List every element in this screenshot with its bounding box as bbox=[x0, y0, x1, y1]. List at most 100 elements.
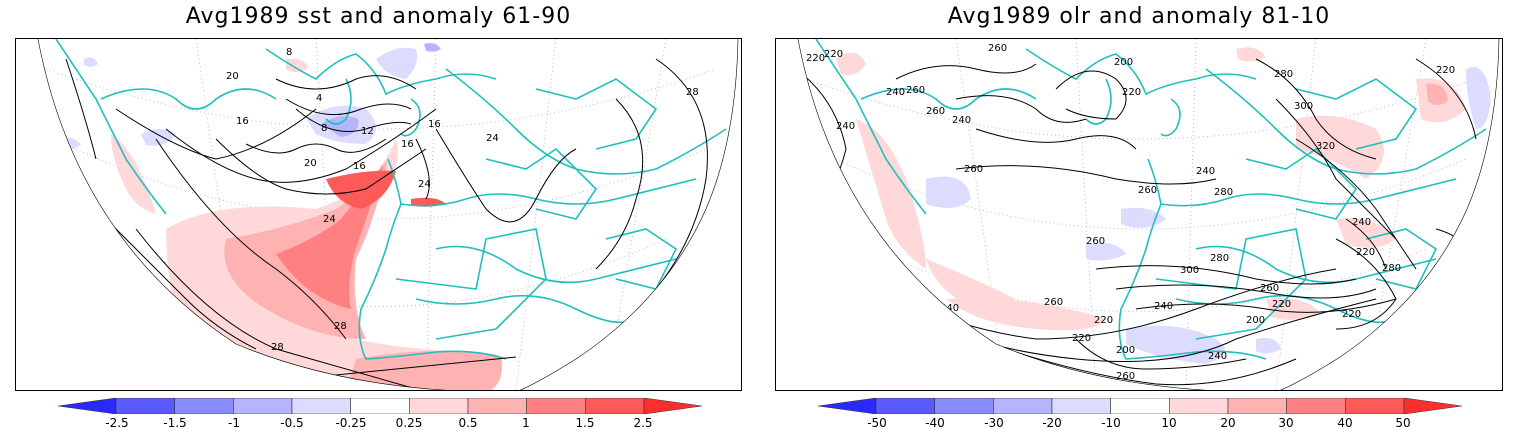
colorbar-swatch bbox=[934, 397, 994, 415]
olr-negative-anomalies bbox=[926, 67, 1491, 364]
olr-anomaly-map: 220 260 260 240 220 200 220 260 240 260 … bbox=[775, 38, 1503, 391]
hemisphere-edge-left bbox=[37, 39, 448, 390]
colorbar-swatch bbox=[817, 397, 877, 415]
coastlines bbox=[55, 39, 727, 360]
colorbar-label: -1 bbox=[228, 416, 240, 430]
contour-label: 280 bbox=[1382, 263, 1401, 274]
colorbar-swatch bbox=[291, 397, 351, 415]
colorbar-swatch bbox=[993, 397, 1053, 415]
colorbar-swatch bbox=[1227, 397, 1287, 415]
contour-label: 260 bbox=[1138, 185, 1157, 196]
contour-label: 28 bbox=[271, 342, 284, 353]
contour-label: 12 bbox=[361, 126, 374, 137]
contour-label: 260 bbox=[1116, 371, 1135, 382]
colorbar-label: -40 bbox=[925, 416, 945, 430]
colorbar-label: 1 bbox=[522, 416, 530, 430]
contour-label: 280 bbox=[1274, 69, 1293, 80]
hemisphere-edge-left bbox=[797, 39, 1208, 390]
outside-projection-mask-right bbox=[520, 39, 741, 390]
contour-label: 28 bbox=[334, 321, 347, 332]
sst-cold-anomalies bbox=[56, 43, 441, 151]
sst-map-canvas: 24 20 16 12 8 4 8 16 20 24 28 28 24 16 2… bbox=[16, 39, 741, 390]
contour-label: 240 bbox=[1208, 351, 1227, 362]
colorbar-swatch bbox=[1051, 397, 1111, 415]
colorbar-swatch bbox=[57, 397, 117, 415]
colorbar-label: 10 bbox=[1161, 416, 1177, 430]
contour-label: 28 bbox=[686, 87, 699, 98]
colorbar-swatch bbox=[1403, 397, 1463, 415]
contour-label: 240 bbox=[1352, 217, 1371, 228]
outside-projection-mask-right bbox=[1280, 39, 1502, 390]
colorbar-swatch bbox=[585, 397, 645, 415]
colorbar-label: 20 bbox=[1220, 416, 1236, 430]
contour-label: 240 bbox=[886, 87, 905, 98]
contour-label: 16 bbox=[353, 161, 366, 172]
contour-label: 200 bbox=[1246, 315, 1265, 326]
olr-colorbar bbox=[817, 397, 1463, 415]
colorbar-swatch bbox=[233, 397, 293, 415]
contour-label: 16 bbox=[428, 119, 441, 130]
contour-label: 320 bbox=[1316, 141, 1335, 152]
colorbar-label: 1.5 bbox=[575, 416, 595, 430]
contour-label: 260 bbox=[906, 85, 925, 96]
hemisphere-edge-right bbox=[519, 39, 739, 390]
contour-label: 220 bbox=[1122, 87, 1141, 98]
colorbar-swatch bbox=[350, 397, 410, 415]
olr-positive-anomalies bbox=[836, 47, 1466, 356]
contour-label: 240 bbox=[1154, 301, 1173, 312]
colorbar-label: -10 bbox=[1101, 416, 1121, 430]
colorbar-swatch bbox=[174, 397, 234, 415]
colorbar-label: 0.5 bbox=[458, 416, 478, 430]
contour-label: 260 bbox=[988, 43, 1007, 54]
contour-label: 220 bbox=[1342, 309, 1361, 320]
right-panel-title: Avg1989 olr and anomaly 81-10 bbox=[947, 4, 1331, 29]
contour-label: 220 bbox=[1072, 333, 1091, 344]
sst-colorbar bbox=[57, 397, 703, 415]
colorbar-label: -2.5 bbox=[105, 416, 129, 430]
contour-label: 280 bbox=[1210, 253, 1229, 264]
colorbar-swatch bbox=[526, 397, 586, 415]
contour-label: 24 bbox=[418, 179, 431, 190]
coastlines bbox=[815, 39, 1487, 360]
colorbar-swatch bbox=[467, 397, 527, 415]
contour-label: 260 bbox=[1260, 283, 1279, 294]
contour-label: 20 bbox=[304, 158, 317, 169]
colorbar-swatch bbox=[1345, 397, 1405, 415]
contour-label: 220 bbox=[1094, 315, 1113, 326]
contour-label: 220 bbox=[1436, 65, 1455, 76]
colorbar-label: 40 bbox=[1337, 416, 1353, 430]
sst-anomaly-map: 24 20 16 12 8 4 8 16 20 24 28 28 24 16 2… bbox=[15, 38, 742, 391]
contour-label: 260 bbox=[1044, 297, 1063, 308]
contour-label: 240 bbox=[940, 303, 959, 314]
contour-label: 240 bbox=[952, 115, 971, 126]
contour-label: 8 bbox=[321, 123, 327, 134]
colorbar-swatch bbox=[1286, 397, 1346, 415]
outside-projection-mask bbox=[16, 39, 443, 390]
colorbar-label: -0.5 bbox=[280, 416, 304, 430]
colorbar-label: 50 bbox=[1395, 416, 1411, 430]
contour-label: 4 bbox=[316, 93, 322, 104]
contour-label: 200 bbox=[1114, 57, 1133, 68]
colorbar-label: -1.5 bbox=[163, 416, 187, 430]
contour-label: 24 bbox=[486, 133, 499, 144]
contour-label: 280 bbox=[1214, 187, 1233, 198]
contour-label: 300 bbox=[1180, 265, 1199, 276]
contour-label: 240 bbox=[836, 121, 855, 132]
olr-colorbar-svg bbox=[817, 397, 1463, 415]
hemisphere-edge-right bbox=[1280, 39, 1500, 390]
contour-label: 8 bbox=[286, 47, 292, 58]
left-panel-title: Avg1989 sst and anomaly 61-90 bbox=[185, 4, 572, 29]
contour-label: 220 bbox=[1272, 299, 1291, 310]
colorbar-swatch bbox=[409, 397, 469, 415]
contour-label: 200 bbox=[1116, 345, 1135, 356]
olr-map-canvas: 220 260 260 240 220 200 220 260 240 260 … bbox=[776, 39, 1502, 390]
contour-label: 260 bbox=[1086, 236, 1105, 247]
contour-label: 220 bbox=[824, 49, 843, 60]
colorbar-label: 0.25 bbox=[395, 416, 423, 430]
colorbar-label: -30 bbox=[984, 416, 1004, 430]
contour-label: 260 bbox=[964, 164, 983, 175]
olr-contour-labels: 220 260 260 240 220 200 220 260 240 260 … bbox=[784, 43, 1455, 382]
colorbar-label: -20 bbox=[1042, 416, 1062, 430]
sst-colorbar-svg bbox=[57, 397, 703, 415]
sst-contour-labels: 24 20 16 12 8 4 8 16 20 24 28 28 24 16 2… bbox=[26, 47, 699, 353]
